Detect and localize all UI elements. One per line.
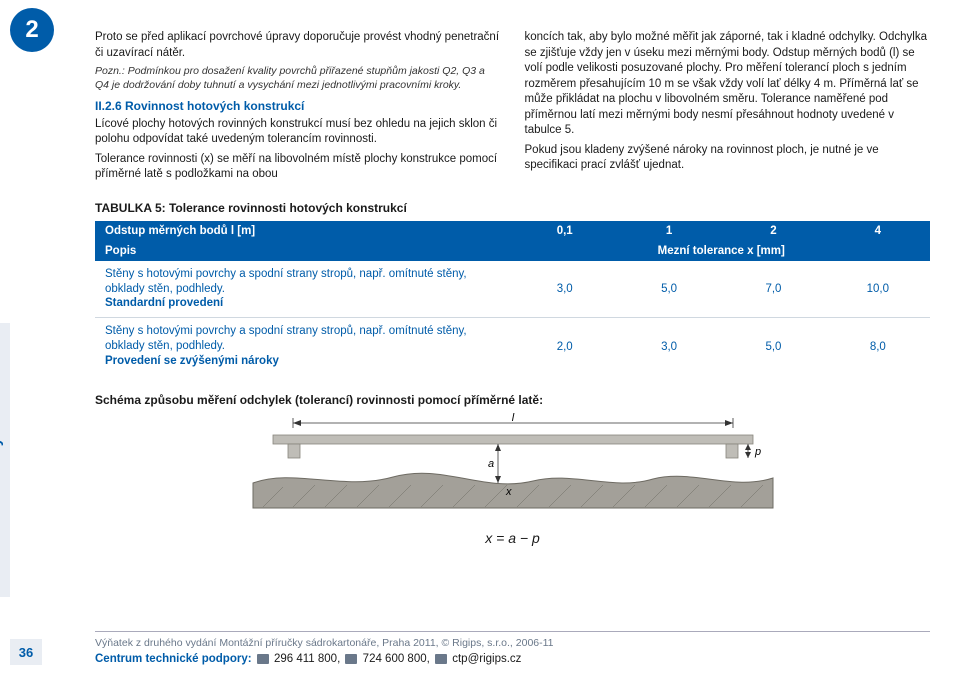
row0-desc2: Standardní provedení xyxy=(105,297,223,309)
left-column: Proto se před aplikací povrchové úpravy … xyxy=(95,30,501,187)
left-note: Pozn.: Podmínkou pro dosažení kvality po… xyxy=(95,65,501,92)
th-v3: 4 xyxy=(826,221,930,241)
label-a: a xyxy=(488,458,494,470)
right-column: koncích tak, aby bylo možné měřit jak zá… xyxy=(525,30,931,187)
th-v0: 0,1 xyxy=(513,221,617,241)
row0-v2: 7,0 xyxy=(721,261,825,318)
left-p1: Proto se před aplikací povrchové úpravy … xyxy=(95,30,501,61)
label-x: x xyxy=(505,486,512,498)
row1-desc2: Provedení se zvýšenými nároky xyxy=(105,355,279,367)
label-p: p xyxy=(754,446,761,458)
footer-phone1: 296 411 800, xyxy=(274,653,340,665)
right-p2: Pokud jsou kladeny zvýšené nároky na rov… xyxy=(525,143,931,174)
table-header-1: Odstup měrných bodů l [m] 0,1 1 2 4 xyxy=(95,221,930,241)
schema-diagram: l xyxy=(233,413,793,528)
row0-v0: 3,0 xyxy=(513,261,617,318)
mail-icon xyxy=(435,654,447,664)
section-badge: 2 xyxy=(10,8,54,52)
footer-phone2: 724 600 800, xyxy=(363,653,430,665)
table-header-2: Popis Mezní tolerance x [mm] xyxy=(95,241,930,261)
row0-desc1: Stěny s hotovými povrchy a spodní strany… xyxy=(105,268,467,295)
th-odstup: Odstup měrných bodů l [m] xyxy=(95,221,513,241)
footer-line2: Centrum technické podpory: 296 411 800, … xyxy=(95,651,930,667)
schema-title: Schéma způsobu měření odchylek (toleranc… xyxy=(95,393,930,407)
table-row: Stěny s hotovými povrchy a spodní strany… xyxy=(95,261,930,318)
th-mezni: Mezní tolerance x [mm] xyxy=(513,241,931,261)
phone-icon xyxy=(257,654,269,664)
table-title: TABULKA 5: Tolerance rovinnosti hotových… xyxy=(95,201,930,215)
row0-v3: 10,0 xyxy=(826,261,930,318)
schema-svg: l xyxy=(233,413,793,528)
th-v1: 1 xyxy=(617,221,721,241)
row1-desc: Stěny s hotovými povrchy a spodní strany… xyxy=(95,318,513,375)
row1-v2: 5,0 xyxy=(721,318,825,375)
note-label: Pozn.: xyxy=(95,65,125,77)
row1-v1: 3,0 xyxy=(617,318,721,375)
left-p3: Tolerance rovinnosti (x) se měří na libo… xyxy=(95,152,501,183)
side-tab-label: Obecné zásady montáže xyxy=(0,323,10,597)
text-columns: Proto se před aplikací povrchové úpravy … xyxy=(95,30,930,187)
mobile-icon xyxy=(345,654,357,664)
right-p1: koncích tak, aby bylo možné měřit jak zá… xyxy=(525,30,931,139)
page-footer: Výňatek z druhého vydání Montážní příruč… xyxy=(95,631,930,667)
row1-v0: 2,0 xyxy=(513,318,617,375)
row1-desc1: Stěny s hotovými povrchy a spodní strany… xyxy=(105,325,467,352)
section-heading: II.2.6 Rovinnost hotových konstrukcí xyxy=(95,98,501,114)
footer-support-label: Centrum technické podpory: xyxy=(95,653,252,665)
tolerance-table: Odstup měrných bodů l [m] 0,1 1 2 4 Popi… xyxy=(95,221,930,376)
row0-v1: 5,0 xyxy=(617,261,721,318)
label-l: l xyxy=(511,413,514,424)
table-row: Stěny s hotovými povrchy a spodní strany… xyxy=(95,318,930,375)
footer-email: ctp@rigips.cz xyxy=(452,653,521,665)
page-number: 36 xyxy=(10,639,42,665)
schema-equation: x = a − p xyxy=(95,530,930,546)
row0-desc: Stěny s hotovými povrchy a spodní strany… xyxy=(95,261,513,318)
main-content: Proto se před aplikací povrchové úpravy … xyxy=(95,30,930,546)
th-v2: 2 xyxy=(721,221,825,241)
left-p2: Lícové plochy hotových rovinných konstru… xyxy=(95,117,501,148)
footer-line1: Výňatek z druhého vydání Montážní příruč… xyxy=(95,636,930,651)
note-text: Podmínkou pro dosažení kvality povrchů p… xyxy=(95,65,485,91)
th-popis: Popis xyxy=(95,241,513,261)
row1-v3: 8,0 xyxy=(826,318,930,375)
